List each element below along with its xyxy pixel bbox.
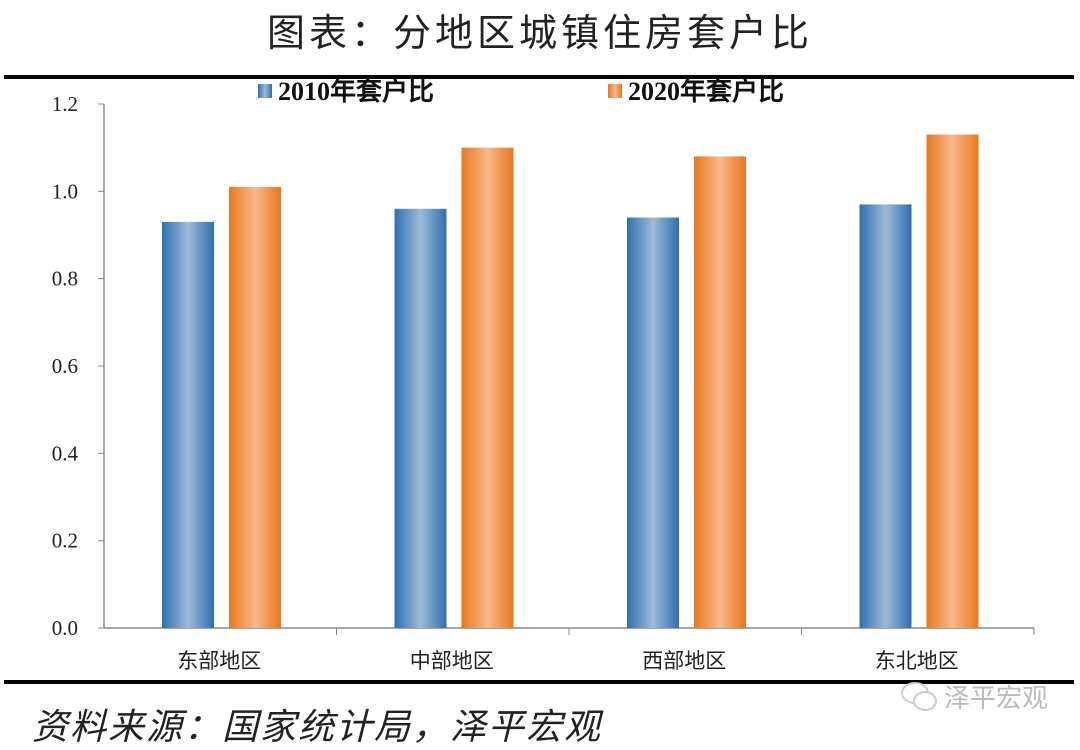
y-tick-label: 0.6: [52, 354, 78, 378]
x-tick-label: 东北地区: [875, 649, 959, 673]
bar-2010-3: [859, 204, 912, 628]
bar-chart: 0.0 0.2 0.4 0.6 0.8 1.0 1.2 东部地区 中部地区 西部地区 东北地区 201…: [52, 76, 1035, 673]
watermark: 泽平宏观: [900, 678, 1048, 715]
y-tick-label: 0.2: [52, 529, 78, 553]
x-tick-label: 西部地区: [642, 649, 726, 673]
bar-2010-1: [394, 208, 447, 629]
chart-title: 图表：分地区城镇住房套户比: [266, 11, 813, 55]
bar-2020-0: [229, 186, 281, 628]
y-tick-label: 0.4: [52, 441, 79, 465]
bar-2020-1: [461, 147, 514, 628]
wechat-icon: [901, 681, 937, 711]
y-tick-label: 0.0: [52, 616, 78, 640]
bar-2020-2: [694, 156, 746, 628]
legend-swatch: [608, 84, 622, 98]
y-tick-label: 1.2: [52, 92, 78, 116]
bar-2010-0: [162, 221, 214, 628]
legend-label: 2020年套户比: [628, 76, 784, 106]
watermark-text: 泽平宏观: [944, 684, 1049, 714]
bar-2010-2: [627, 217, 679, 629]
y-tick-label: 0.8: [52, 267, 78, 291]
top-rule: [4, 75, 1074, 79]
x-tick-label: 中部地区: [410, 649, 494, 673]
source-note: 资料来源：国家统计局，泽平宏观: [32, 707, 603, 748]
legend-label: 2010年套户比: [278, 76, 434, 106]
bar-2020-3: [926, 134, 979, 629]
bottom-rule: [4, 680, 1074, 684]
legend-swatch: [258, 84, 272, 98]
x-tick-label: 东部地区: [177, 649, 261, 673]
y-tick-label: 1.0: [52, 179, 78, 203]
